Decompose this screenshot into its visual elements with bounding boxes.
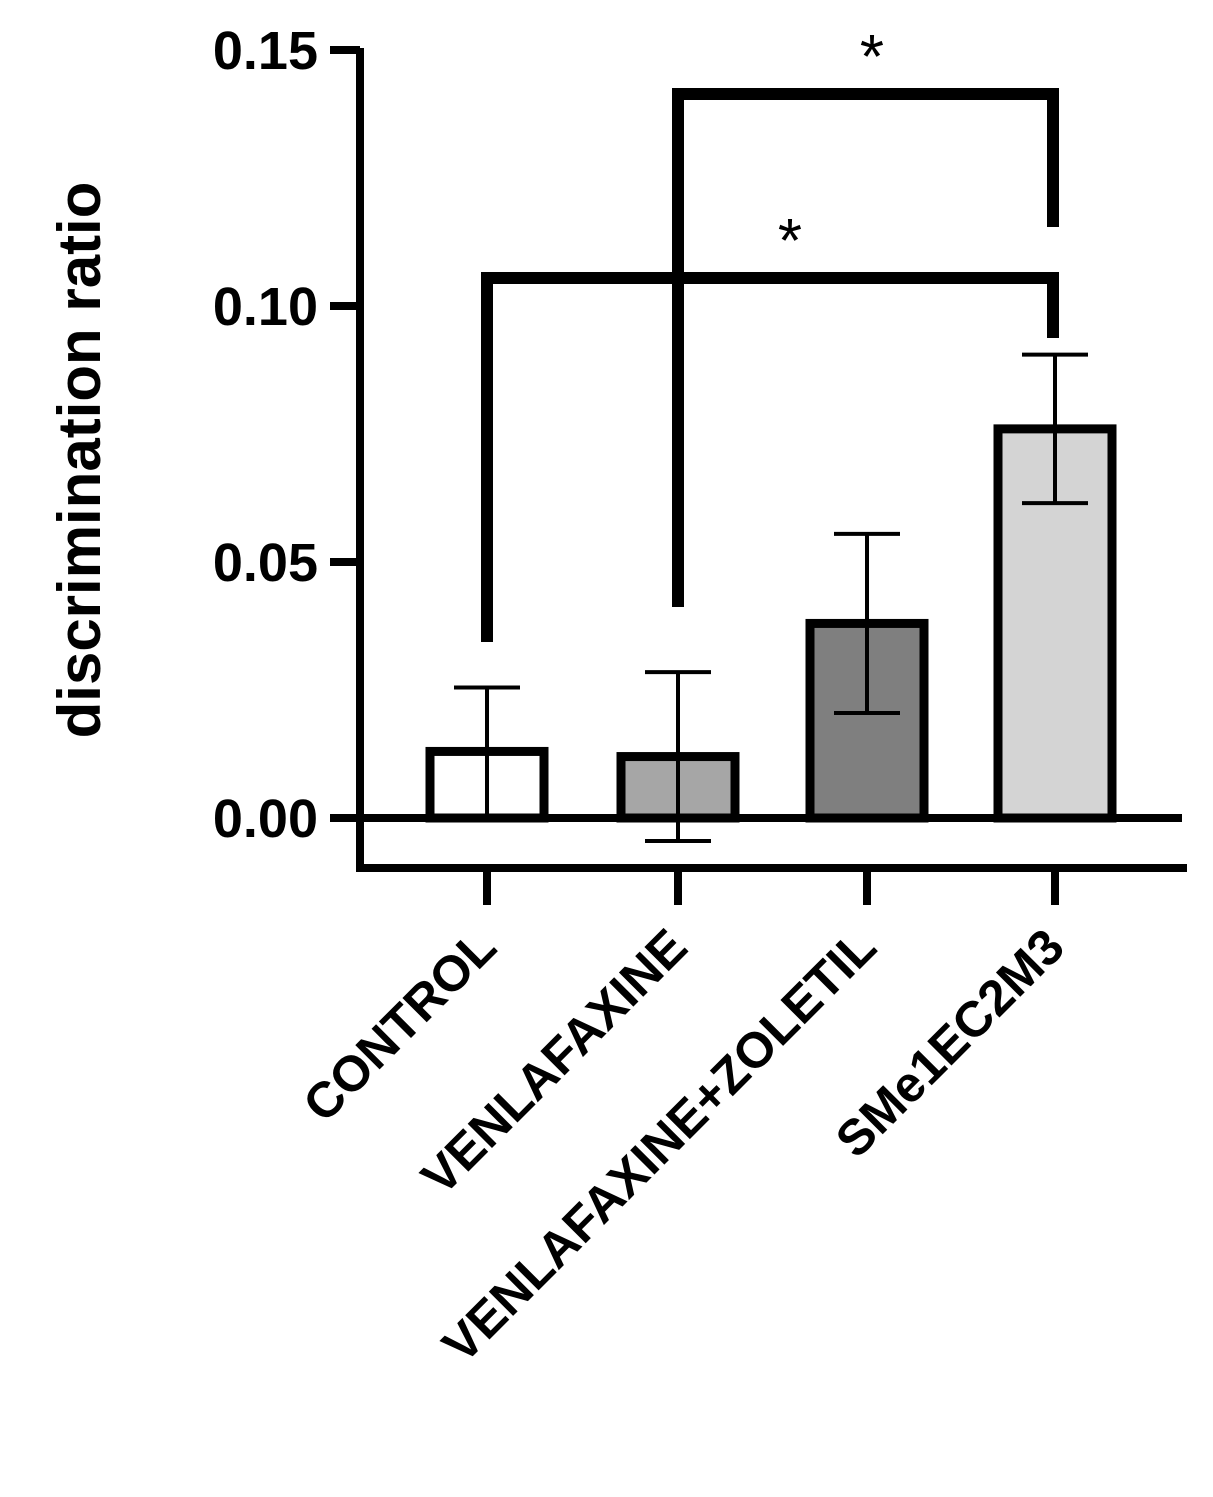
y-tick-label: 0.00 <box>213 789 318 849</box>
significance-star: * <box>860 23 884 92</box>
y-tick-label: 0.05 <box>213 533 318 593</box>
y-tick-label: 0.10 <box>213 277 318 337</box>
significance-bracket <box>672 88 1059 607</box>
significance-star: * <box>778 207 802 276</box>
significance-bracket <box>481 272 1059 642</box>
bars <box>425 424 1117 823</box>
y-axis-title: discrimination ratio <box>46 182 113 739</box>
y-tick-label: 0.15 <box>213 21 318 81</box>
error-bars <box>454 352 1088 844</box>
y-ticks: 0.00 0.05 0.10 0.15 <box>213 21 360 849</box>
x-ticks: CONTROLVENLAFAXINEVENLAFAXINE+ZOLETILSMe… <box>292 868 1075 1373</box>
significance-brackets: ** <box>481 23 1059 642</box>
